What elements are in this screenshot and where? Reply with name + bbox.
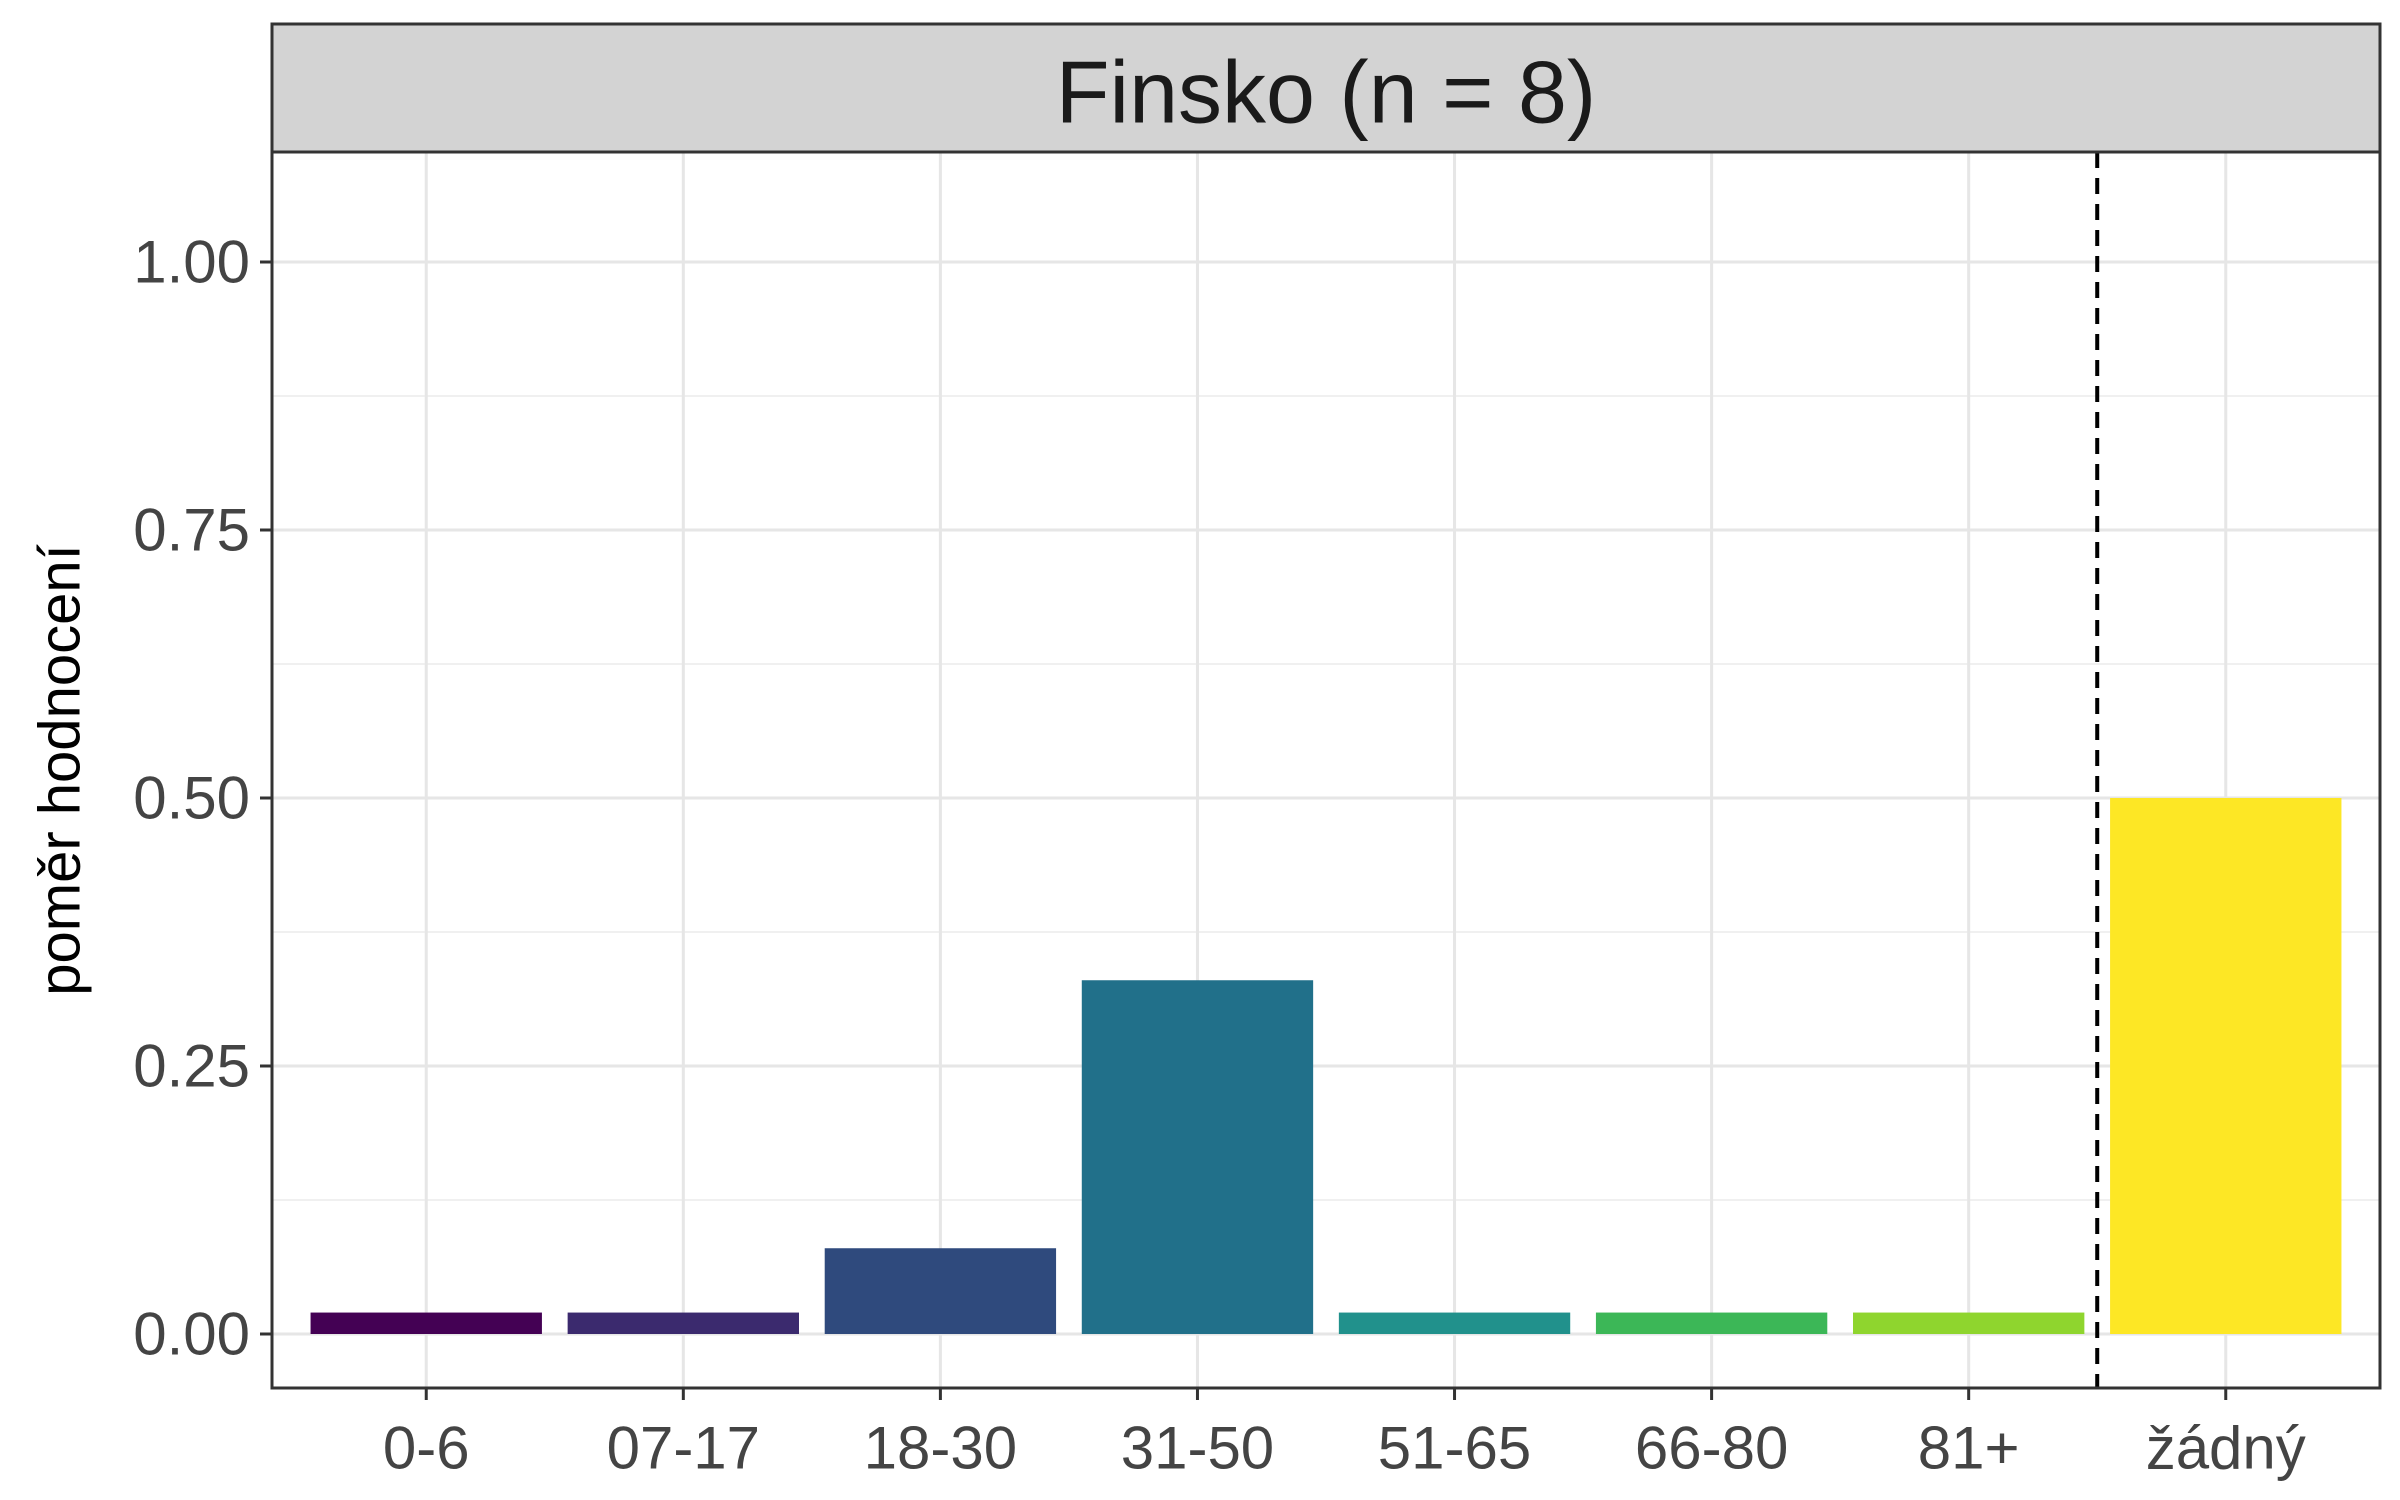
y-axis: 0.00 0.25 0.50 0.75 1.00 [133,229,272,1368]
x-axis: 0-6 07-17 18-30 31-50 51-65 66-80 81+ žádný [383,1388,2306,1482]
facet-strip-background [270,22,2382,154]
bar-18-30 [824,1248,1057,1334]
bar-07-17 [567,1312,799,1334]
x-tick-label: 07-17 [607,1415,760,1482]
facet-title: Finsko (n = 8) [1056,43,1596,142]
x-tick-label: 31-50 [1121,1415,1274,1482]
bar-51-65 [1338,1312,1571,1334]
x-tick-label: 66-80 [1635,1415,1788,1482]
y-axis-label: poměr hodnocení [28,544,93,995]
y-tick-label: 0.50 [133,765,250,832]
x-tick-label: žádný [2146,1415,2306,1482]
panel-background [272,152,2380,1388]
y-tick-label: 0.00 [133,1301,250,1368]
bar-66-80 [1595,1312,1828,1334]
x-tick-label: 51-65 [1378,1415,1531,1482]
y-tick-label: 0.25 [133,1033,250,1100]
x-tick-label: 81+ [1918,1415,2020,1482]
bar-0-6 [310,1312,542,1334]
bars-layer [310,798,2342,1334]
grid-layer [272,152,2380,1388]
x-tick-label: 0-6 [383,1415,470,1482]
y-tick-label: 0.75 [133,497,250,564]
bar-žádný [2110,798,2342,1334]
x-tick-label: 18-30 [864,1415,1017,1482]
bar-31-50 [1081,980,1314,1334]
bar-81+ [1853,1312,2085,1334]
y-tick-label: 1.00 [133,229,250,296]
facet-strip: Finsko (n = 8) [270,22,2382,154]
